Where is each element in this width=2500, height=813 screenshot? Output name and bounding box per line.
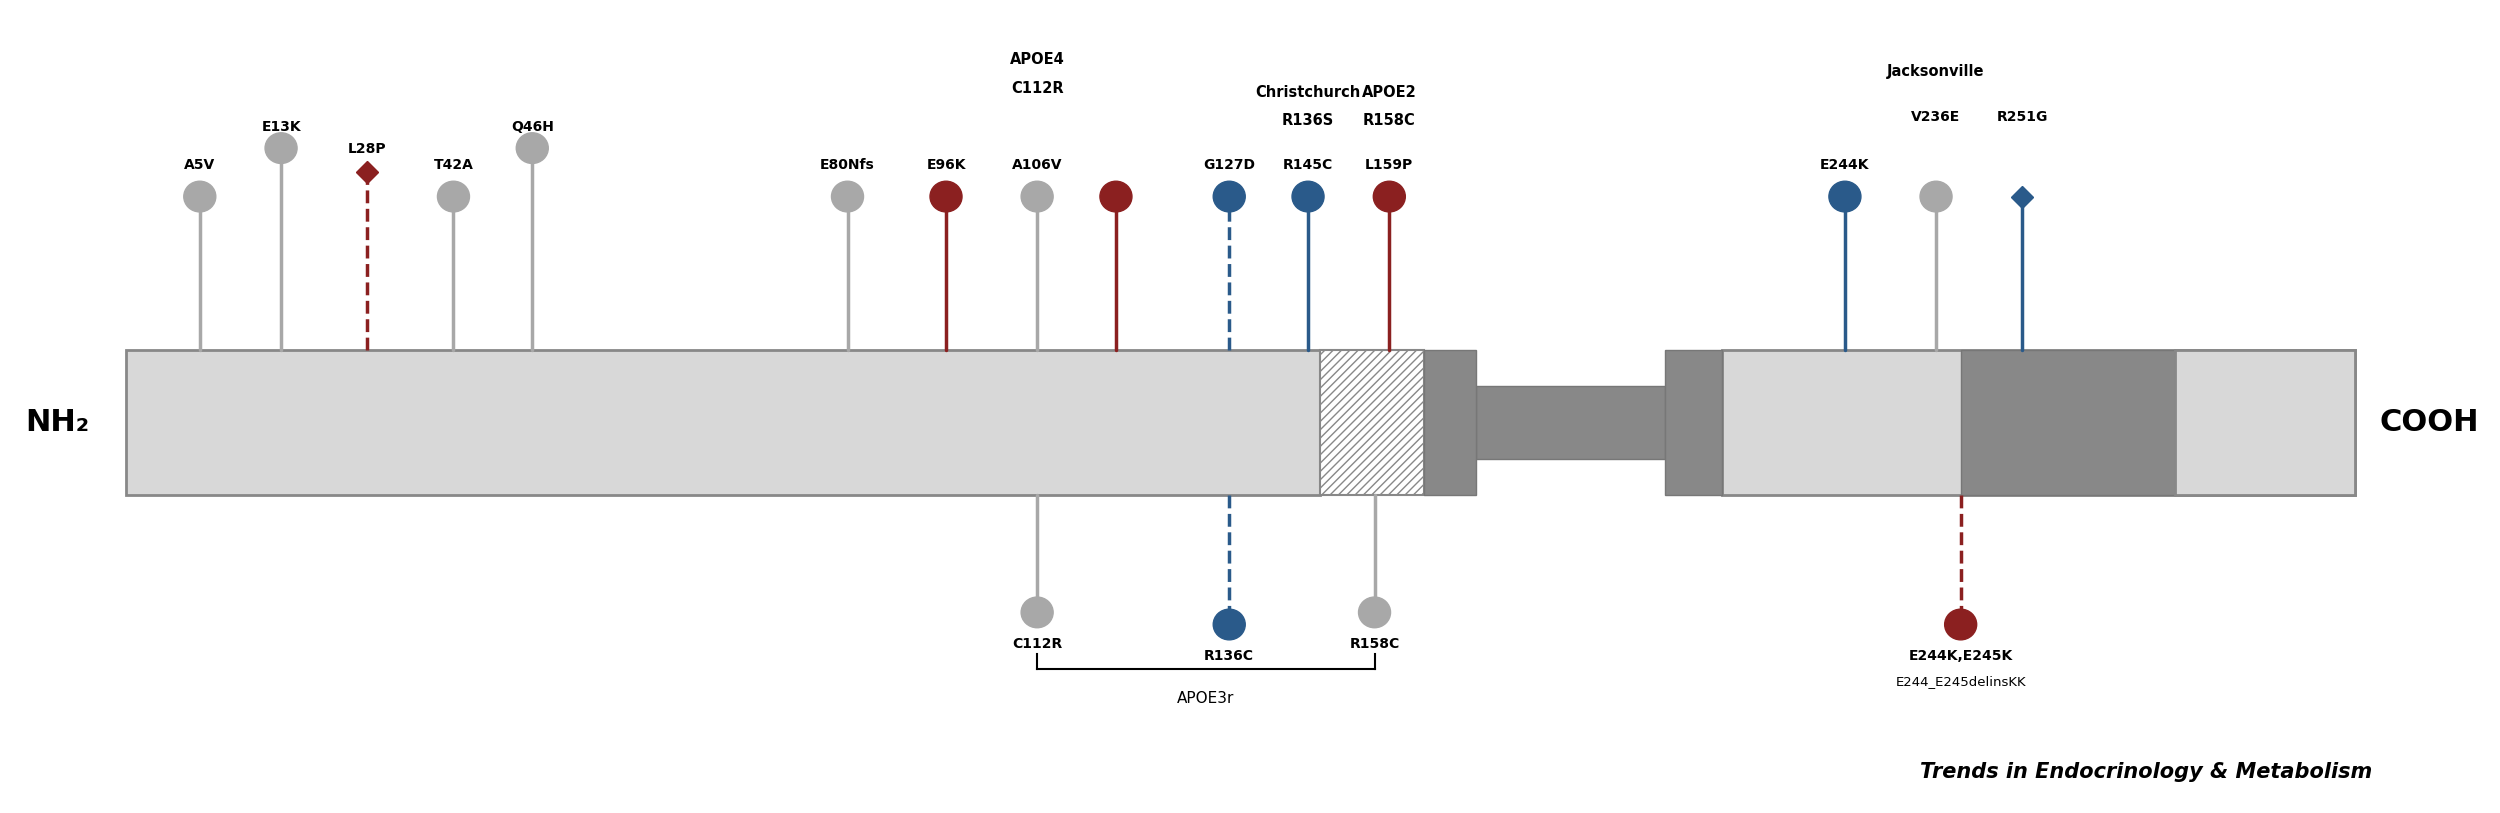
Text: T42A: T42A [432,159,472,172]
Text: Christchurch: Christchurch [1255,85,1360,100]
Text: R136C: R136C [1205,649,1255,663]
Ellipse shape [185,181,215,212]
Ellipse shape [1292,181,1325,212]
Text: E80Nfs: E80Nfs [820,159,875,172]
Text: A5V: A5V [185,159,215,172]
Ellipse shape [1358,597,1390,628]
Text: E244K: E244K [1820,159,1870,172]
Ellipse shape [1020,181,1052,212]
Bar [1960,350,2175,495]
Text: Trends in Endocrinology & Metabolism: Trends in Endocrinology & Metabolism [1920,762,2372,782]
Ellipse shape [265,133,298,163]
Ellipse shape [1945,609,1978,640]
Bar [1475,386,1665,459]
Text: R158C: R158C [1362,113,1415,128]
Text: L28P: L28P [348,142,388,156]
Ellipse shape [1212,609,1245,640]
Text: Q46H: Q46H [510,120,552,133]
Ellipse shape [1020,597,1052,628]
Ellipse shape [1830,181,1860,212]
Text: APOE3r: APOE3r [1178,691,1235,706]
Text: E244K,E245K: E244K,E245K [1908,649,2012,663]
Text: R136S: R136S [1282,113,1335,128]
Ellipse shape [930,181,962,212]
Text: R158C: R158C [1350,637,1400,650]
Text: APOE4: APOE4 [1010,52,1065,67]
Bar [1425,350,1475,495]
Text: V236E: V236E [1912,110,1960,124]
Bar [1722,350,2355,495]
Ellipse shape [1920,181,1952,212]
Bar [1320,350,1425,495]
Bar [125,350,1320,495]
Text: E244_E245delinsKK: E244_E245delinsKK [1895,675,2025,688]
Ellipse shape [518,133,548,163]
Text: A106V: A106V [1013,159,1062,172]
Text: L159P: L159P [1365,159,1412,172]
Bar [2175,350,2355,495]
Text: R251G: R251G [1998,110,2047,124]
Text: C112R: C112R [1010,80,1062,96]
Text: APOE2: APOE2 [1362,85,1417,100]
Ellipse shape [438,181,470,212]
Ellipse shape [1372,181,1405,212]
Ellipse shape [1100,181,1132,212]
Text: C112R: C112R [1013,637,1062,650]
Ellipse shape [832,181,862,212]
Text: R145C: R145C [1282,159,1332,172]
Text: COOH: COOH [2380,408,2480,437]
Text: NH₂: NH₂ [25,408,90,437]
Ellipse shape [1212,181,1245,212]
Text: E96K: E96K [928,159,965,172]
Text: G127D: G127D [1202,159,1255,172]
Text: Jacksonville: Jacksonville [1888,64,1985,80]
Text: E13K: E13K [262,120,300,133]
Bar [1665,350,1722,495]
